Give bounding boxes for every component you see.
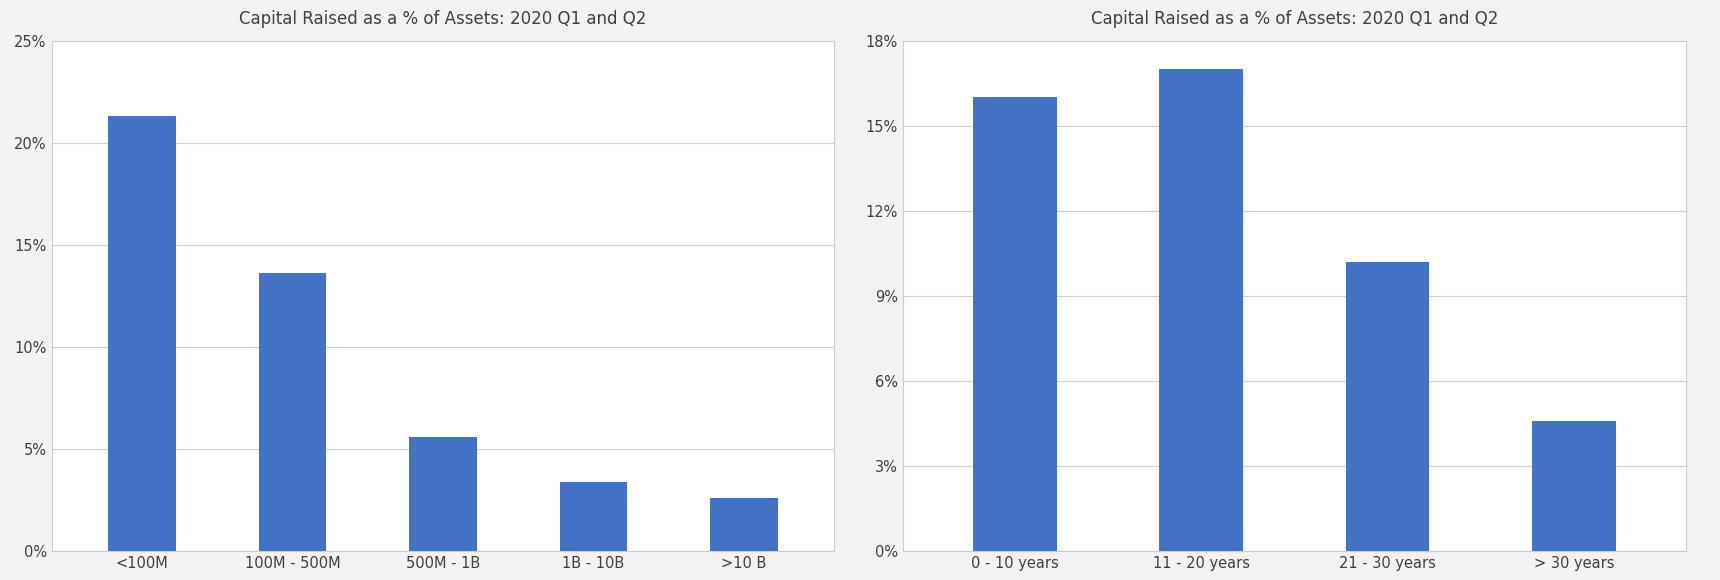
Bar bbox=[1533, 420, 1615, 551]
Title: Capital Raised as a % of Assets: 2020 Q1 and Q2: Capital Raised as a % of Assets: 2020 Q1… bbox=[239, 10, 647, 28]
Bar bbox=[710, 498, 777, 551]
Bar bbox=[409, 437, 476, 551]
Bar bbox=[108, 116, 175, 551]
Bar bbox=[1159, 69, 1244, 551]
Bar bbox=[974, 97, 1056, 551]
Bar bbox=[258, 273, 327, 551]
Bar bbox=[559, 481, 628, 551]
Title: Capital Raised as a % of Assets: 2020 Q1 and Q2: Capital Raised as a % of Assets: 2020 Q1… bbox=[1090, 10, 1498, 28]
Bar bbox=[1345, 262, 1429, 551]
